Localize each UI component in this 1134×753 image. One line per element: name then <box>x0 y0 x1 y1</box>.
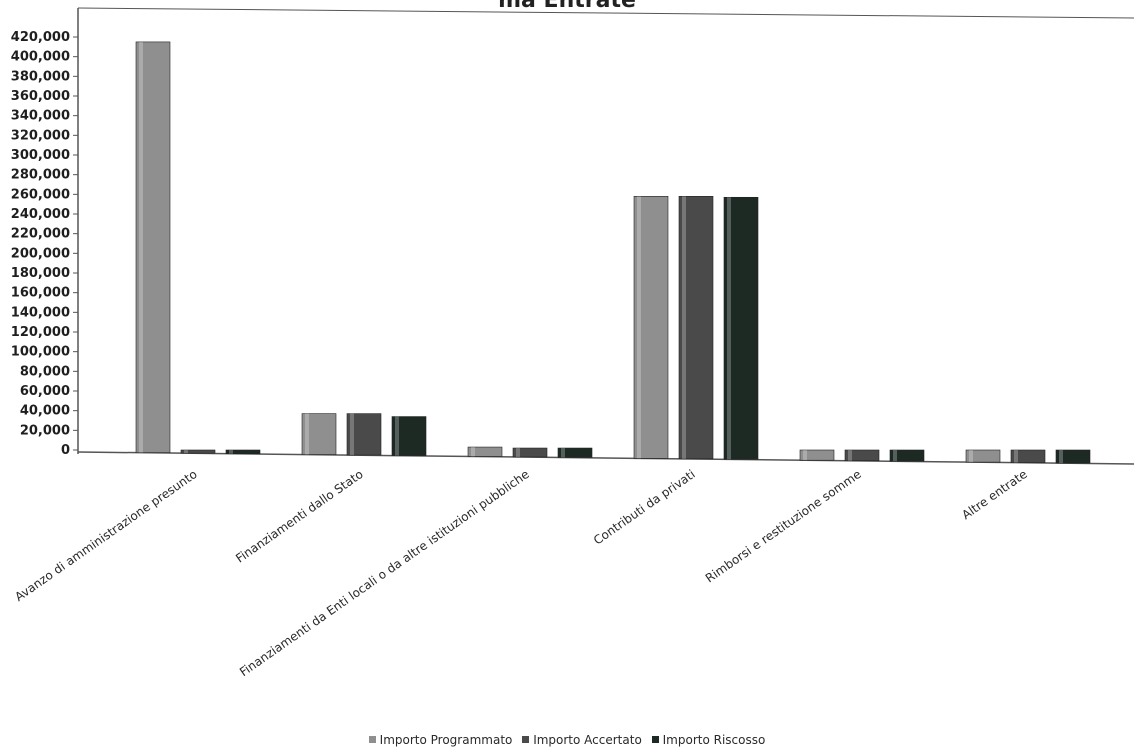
x-category-label: Finanziamenti dallo Stato <box>233 467 366 566</box>
bar-importo-riscosso <box>723 196 759 460</box>
bar-importo-programmato <box>135 41 171 453</box>
y-tick-label: 220,000 <box>11 227 70 242</box>
legend-item-programmato: Importo Programmato <box>368 733 513 747</box>
bar-highlight <box>1059 450 1063 464</box>
bar-highlight <box>395 416 399 456</box>
bar-highlight <box>184 450 188 454</box>
bar-importo-accertato <box>1010 449 1046 463</box>
bar-highlight <box>893 450 897 462</box>
legend-item-accertato: Importo Accertato <box>522 733 642 747</box>
y-tick-label: 400,000 <box>11 50 70 65</box>
y-tick-label: 300,000 <box>11 148 70 163</box>
bar-highlight <box>848 450 852 461</box>
x-category-label: Finanziamenti da Enti locali o da altre … <box>237 467 532 679</box>
y-tick-label: 120,000 <box>11 325 70 340</box>
y-tick-label: 20,000 <box>20 423 70 438</box>
legend-swatch-accertato <box>522 736 530 743</box>
bar-importo-programmato <box>301 413 337 455</box>
bar-importo-riscosso <box>557 447 593 458</box>
bar-highlight <box>561 448 565 458</box>
legend-label-programmato: Importo Programmato <box>379 733 513 747</box>
legend-swatch-riscosso <box>651 736 659 743</box>
bar-importo-programmato <box>799 449 835 461</box>
y-tick-label: 320,000 <box>11 128 70 143</box>
x-category-label: Altre entrate <box>959 467 1029 522</box>
bar-importo-accertato <box>678 196 714 460</box>
legend-item-riscosso: Importo Riscosso <box>651 733 766 747</box>
legend-swatch-programmato <box>368 736 376 743</box>
bar-importo-accertato <box>180 449 216 454</box>
y-tick-label: 420,000 <box>11 30 70 45</box>
legend-label-accertato: Importo Accertato <box>533 733 642 747</box>
y-tick-label: 140,000 <box>11 305 70 320</box>
bar-highlight <box>471 447 475 457</box>
bar-highlight <box>682 196 686 459</box>
y-tick-label: 100,000 <box>11 345 70 360</box>
bar-highlight <box>305 413 309 455</box>
y-tick-label: 280,000 <box>11 168 70 183</box>
bar-importo-accertato <box>844 449 880 462</box>
bar-highlight <box>803 450 807 461</box>
bar-highlight <box>727 197 731 460</box>
y-tick-label: 180,000 <box>11 266 70 281</box>
y-tick-label: 240,000 <box>11 207 70 222</box>
chart-legend: Importo Programmato Importo Accertato Im… <box>0 733 1134 747</box>
x-category-label: Rimborsi e restituzione somme <box>703 467 864 586</box>
bar-importo-riscosso <box>889 449 925 462</box>
bar-highlight <box>637 196 641 459</box>
bar-highlight <box>1014 450 1018 463</box>
bar-importo-riscosso <box>1055 449 1091 464</box>
bar-highlight <box>229 450 233 454</box>
bar-importo-accertato <box>346 413 382 456</box>
bar-importo-riscosso <box>391 416 427 456</box>
chart-title: ma Entrate <box>498 0 636 13</box>
bar-highlight <box>516 448 520 457</box>
bar-importo-accertato <box>512 447 548 458</box>
bar-highlight <box>139 41 143 453</box>
y-tick-label: 360,000 <box>11 89 70 104</box>
y-tick-label: 60,000 <box>20 384 70 399</box>
x-category-label: Contributi da privati <box>591 467 698 548</box>
y-tick-label: 340,000 <box>11 109 70 124</box>
bar-importo-programmato <box>467 446 503 457</box>
y-tick-label: 40,000 <box>20 404 70 419</box>
y-tick-label: 260,000 <box>11 187 70 202</box>
bar-importo-riscosso <box>225 449 261 454</box>
y-tick-label: 0 <box>61 443 70 458</box>
y-tick-label: 380,000 <box>11 69 70 84</box>
plot-top-border <box>77 7 1134 19</box>
y-tick-label: 160,000 <box>11 286 70 301</box>
y-tick-label: 200,000 <box>11 246 70 261</box>
bar-highlight <box>969 450 973 463</box>
bar-highlight <box>350 413 354 456</box>
x-axis-line <box>77 451 1134 465</box>
bar-importo-programmato <box>965 449 1001 463</box>
bar-importo-programmato <box>633 196 669 459</box>
x-category-label: Avanzo di amministrazione presunto <box>12 467 199 604</box>
legend-label-riscosso: Importo Riscosso <box>662 733 766 747</box>
y-tick-label: 80,000 <box>20 364 70 379</box>
